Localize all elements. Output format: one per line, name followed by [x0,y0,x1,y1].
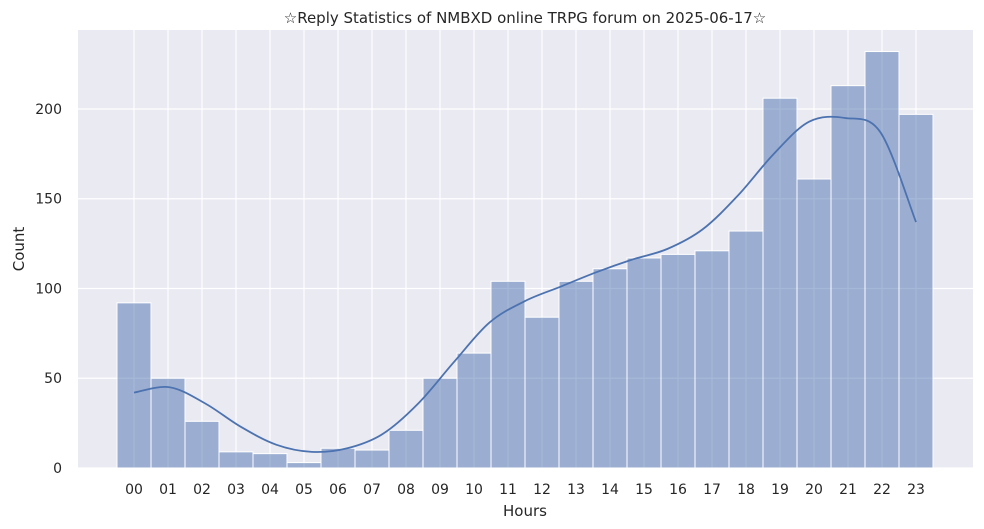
x-tick-label: 15 [635,482,653,498]
bar-22 [864,51,900,469]
y-tick-label: 0 [53,461,62,477]
bar-14 [592,268,628,469]
x-tick-label: 21 [839,482,857,498]
y-tick-label: 200 [35,102,62,118]
bar-00 [116,302,152,469]
x-tick-label: 09 [431,482,449,498]
chart-title: ☆Reply Statistics of NMBXD online TRPG f… [284,9,767,27]
y-tick-label: 150 [35,192,62,208]
x-tick-labels: 00 01 02 03 04 05 06 07 08 09 10 11 12 13 14 15 16 17 18 19… [125,482,925,498]
x-tick-label: 22 [873,482,891,498]
x-tick-label: 13 [567,482,585,498]
bar-20 [796,178,832,469]
bar-23 [898,113,934,469]
x-tick-label: 23 [907,482,925,498]
x-tick-label: 16 [669,482,687,498]
bar-21 [830,85,866,469]
x-tick-label: 12 [533,482,551,498]
y-axis-label: Count [10,227,28,272]
x-tick-label: 07 [363,482,381,498]
x-tick-label: 10 [465,482,483,498]
x-tick-label: 17 [703,482,721,498]
x-tick-label: 08 [397,482,415,498]
bar-07 [354,449,390,469]
bar-12 [524,316,560,469]
y-tick-label: 100 [35,281,62,297]
x-tick-label: 14 [601,482,619,498]
bar-11 [490,280,526,469]
x-tick-label: 19 [771,482,789,498]
kde-curve [133,115,917,453]
x-axis-label: Hours [503,502,547,520]
bar-01 [150,377,186,469]
x-tick-label: 00 [125,482,143,498]
bar-03 [218,451,254,469]
bar-04 [252,453,288,469]
x-tick-label: 06 [329,482,347,498]
y-tick-label: 50 [44,371,62,387]
bar-16 [660,253,696,469]
bar-17 [694,250,730,469]
x-tick-label: 05 [295,482,313,498]
bars [116,51,934,469]
bar-13 [558,280,594,469]
x-tick-label: 03 [227,482,245,498]
bar-18 [728,230,764,469]
bar-19 [762,97,798,469]
bar-05 [286,462,322,469]
x-tick-label: 02 [193,482,211,498]
bar-10 [456,352,492,469]
bar-02 [184,420,220,469]
bar-08 [388,429,424,469]
x-tick-label: 11 [499,482,517,498]
x-tick-label: 18 [737,482,755,498]
bar-15 [626,257,662,469]
x-tick-label: 20 [805,482,823,498]
y-tick-labels: 0 50 100 150 200 [35,102,62,477]
x-tick-label: 04 [261,482,279,498]
x-tick-label: 01 [159,482,177,498]
